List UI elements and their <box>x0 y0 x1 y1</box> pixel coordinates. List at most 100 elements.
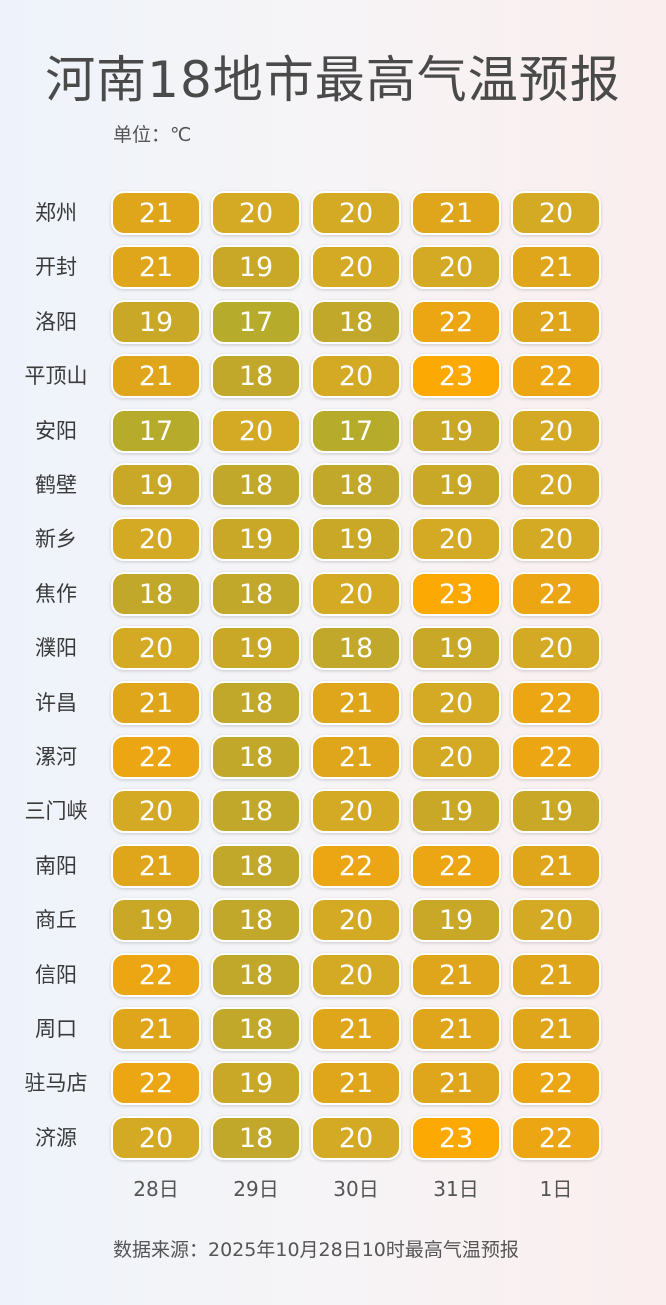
temperature-cell: 18 <box>211 1007 301 1051</box>
temperature-cell: 20 <box>411 245 501 289</box>
temperature-cell: 20 <box>311 354 401 398</box>
temperature-cell: 20 <box>211 409 301 453</box>
temperature-cell: 20 <box>311 572 401 616</box>
temperature-cell: 22 <box>511 735 601 779</box>
temperature-cell: 21 <box>411 1007 501 1051</box>
temperature-cell: 21 <box>311 681 401 725</box>
city-label: 安阳 <box>35 419 77 443</box>
temperature-cell: 20 <box>411 681 501 725</box>
chart-title: 河南18地市最高气温预报 <box>45 51 621 109</box>
temperature-cell: 20 <box>511 463 601 507</box>
temperature-cell: 20 <box>211 191 301 235</box>
temperature-cell: 19 <box>511 789 601 833</box>
temperature-cell: 20 <box>311 245 401 289</box>
temperature-cell: 21 <box>511 245 601 289</box>
temperature-cell: 21 <box>311 1007 401 1051</box>
temperature-cell: 23 <box>411 572 501 616</box>
city-label: 焦作 <box>35 582 77 606</box>
temperature-cell: 18 <box>111 572 201 616</box>
temperature-cell: 22 <box>511 1061 601 1105</box>
temperature-cell: 19 <box>411 463 501 507</box>
temperature-cell: 19 <box>111 463 201 507</box>
temperature-cell: 21 <box>411 191 501 235</box>
date-label: 29日 <box>233 1177 279 1201</box>
city-label: 南阳 <box>35 854 77 878</box>
temperature-cell: 19 <box>111 300 201 344</box>
temperature-cell: 20 <box>311 191 401 235</box>
city-label: 濮阳 <box>35 636 77 660</box>
temperature-cell: 21 <box>111 844 201 888</box>
city-label: 三门峡 <box>24 799 88 823</box>
city-label: 信阳 <box>35 963 77 987</box>
city-label: 洛阳 <box>35 310 77 334</box>
temperature-cell: 21 <box>511 844 601 888</box>
city-label: 开封 <box>35 255 77 279</box>
temperature-cell: 20 <box>111 1116 201 1160</box>
temperature-cell: 21 <box>411 1061 501 1105</box>
temperature-cell: 19 <box>311 517 401 561</box>
temperature-cell: 22 <box>511 572 601 616</box>
temperature-cell: 21 <box>311 735 401 779</box>
temperature-cell: 20 <box>311 898 401 942</box>
temperature-cell: 18 <box>211 681 301 725</box>
temperature-cell: 19 <box>211 1061 301 1105</box>
temperature-cell: 18 <box>211 789 301 833</box>
temperature-cell: 20 <box>511 626 601 670</box>
date-label: 28日 <box>133 1177 179 1201</box>
temperature-cell: 22 <box>311 844 401 888</box>
temperature-cell: 19 <box>411 409 501 453</box>
temperature-cell: 21 <box>511 300 601 344</box>
temperature-cell: 20 <box>511 409 601 453</box>
city-label: 鹤壁 <box>35 473 77 497</box>
city-label: 漯河 <box>35 745 77 769</box>
temperature-cell: 21 <box>111 681 201 725</box>
temperature-cell: 20 <box>411 517 501 561</box>
temperature-cell: 22 <box>411 844 501 888</box>
temperature-cell: 18 <box>211 844 301 888</box>
temperature-cell: 18 <box>311 626 401 670</box>
temperature-cell: 18 <box>211 463 301 507</box>
temperature-cell: 21 <box>111 1007 201 1051</box>
temperature-cell: 19 <box>411 789 501 833</box>
city-label: 平顶山 <box>24 364 88 388</box>
temperature-cell: 18 <box>311 463 401 507</box>
temperature-cell: 17 <box>211 300 301 344</box>
temperature-cell: 20 <box>411 735 501 779</box>
temperature-cell: 21 <box>511 1007 601 1051</box>
temperature-cell: 19 <box>411 626 501 670</box>
temperature-cell: 21 <box>411 953 501 997</box>
temperature-cell: 22 <box>111 735 201 779</box>
temperature-cell: 22 <box>111 1061 201 1105</box>
temperature-cell: 22 <box>511 681 601 725</box>
temperature-cell: 21 <box>311 1061 401 1105</box>
temperature-cell: 20 <box>311 1116 401 1160</box>
city-label: 周口 <box>35 1017 77 1041</box>
temperature-cell: 20 <box>311 789 401 833</box>
city-label: 驻马店 <box>24 1071 88 1095</box>
temperature-cell: 22 <box>511 1116 601 1160</box>
city-label: 郑州 <box>35 201 77 225</box>
date-label: 1日 <box>539 1177 573 1201</box>
temperature-cell: 17 <box>311 409 401 453</box>
temperature-cell: 18 <box>311 300 401 344</box>
temperature-cell: 22 <box>111 953 201 997</box>
temperature-cell: 20 <box>111 517 201 561</box>
temperature-cell: 18 <box>211 572 301 616</box>
temperature-cell: 19 <box>211 626 301 670</box>
temperature-cell: 19 <box>211 245 301 289</box>
temperature-cell: 22 <box>411 300 501 344</box>
temperature-cell: 19 <box>111 898 201 942</box>
temperature-cell: 18 <box>211 735 301 779</box>
city-label: 新乡 <box>35 527 77 551</box>
temperature-cell: 18 <box>211 898 301 942</box>
temperature-cell: 18 <box>211 1116 301 1160</box>
city-label: 许昌 <box>35 691 77 715</box>
temperature-cell: 23 <box>411 1116 501 1160</box>
unit-label: 单位：℃ <box>113 124 192 146</box>
city-label: 济源 <box>35 1126 77 1150</box>
temperature-cell: 21 <box>111 245 201 289</box>
temperature-cell: 20 <box>311 953 401 997</box>
temperature-cell: 20 <box>511 191 601 235</box>
city-label: 商丘 <box>35 908 77 932</box>
temperature-cell: 18 <box>211 953 301 997</box>
